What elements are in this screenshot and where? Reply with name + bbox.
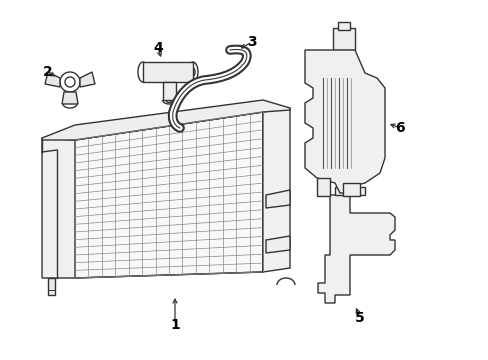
Polygon shape <box>142 62 193 82</box>
Polygon shape <box>305 50 384 193</box>
Text: 4: 4 <box>153 41 163 55</box>
Text: 3: 3 <box>246 35 256 49</box>
Polygon shape <box>80 72 95 87</box>
Ellipse shape <box>187 62 198 82</box>
Polygon shape <box>62 92 78 104</box>
Polygon shape <box>337 22 349 30</box>
Polygon shape <box>342 183 359 196</box>
Polygon shape <box>265 236 289 253</box>
Polygon shape <box>332 28 354 50</box>
Polygon shape <box>265 190 289 208</box>
Polygon shape <box>334 187 364 195</box>
Text: 1: 1 <box>170 318 180 332</box>
Polygon shape <box>75 112 263 278</box>
Text: 5: 5 <box>354 311 364 325</box>
Polygon shape <box>163 82 176 100</box>
Polygon shape <box>316 178 329 196</box>
Polygon shape <box>42 138 75 278</box>
Text: 2: 2 <box>43 65 53 79</box>
Bar <box>357 225 373 237</box>
Polygon shape <box>48 278 55 295</box>
Polygon shape <box>263 108 289 272</box>
Polygon shape <box>317 195 394 303</box>
Polygon shape <box>42 100 289 140</box>
Text: 6: 6 <box>394 121 404 135</box>
Polygon shape <box>45 72 60 87</box>
